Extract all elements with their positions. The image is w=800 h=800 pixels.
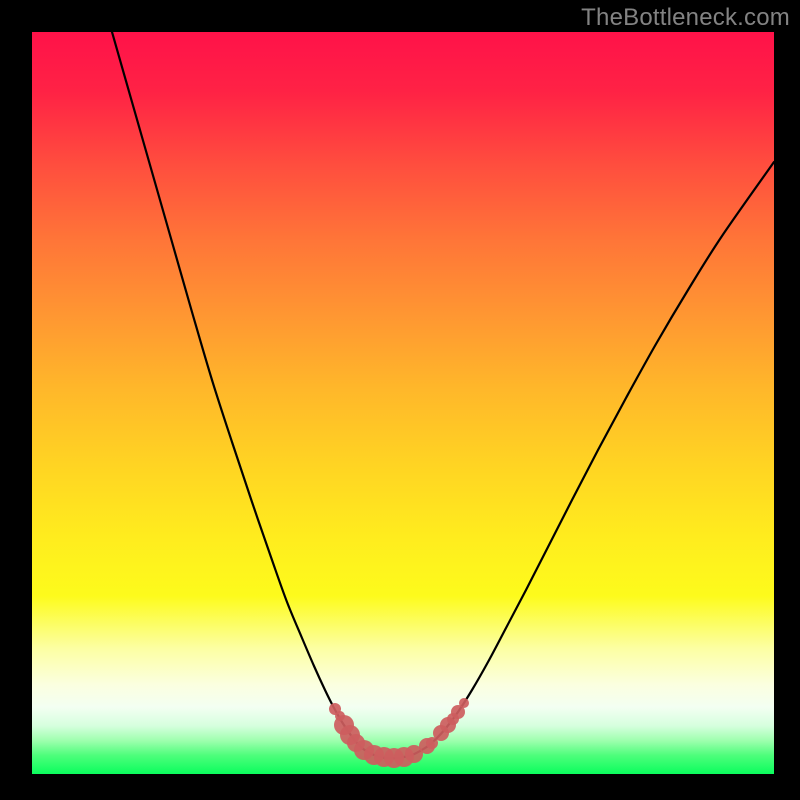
scatter-point	[459, 698, 469, 708]
plot-panel	[32, 32, 774, 774]
plot-svg	[32, 32, 774, 774]
watermark-text: TheBottleneck.com	[581, 4, 790, 32]
